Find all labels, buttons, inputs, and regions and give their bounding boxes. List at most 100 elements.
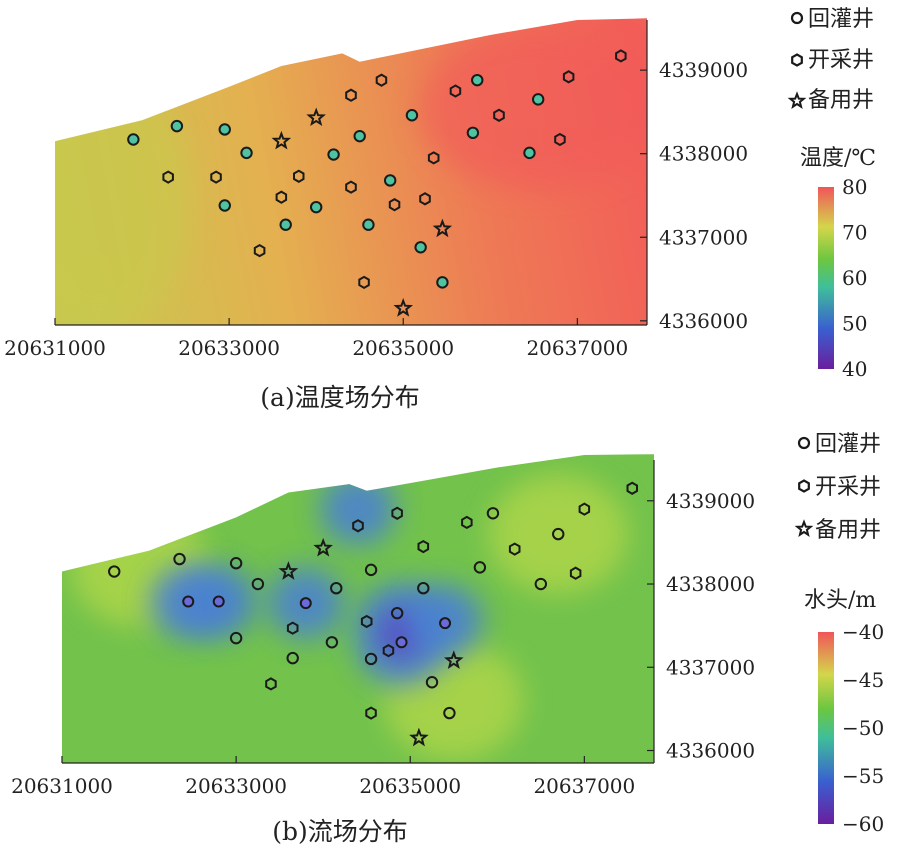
reinjection-well	[127, 133, 140, 146]
reinjection-well	[425, 676, 439, 689]
production-well	[293, 169, 305, 183]
reinjection-well	[229, 557, 243, 570]
y-tick-label: 4337000	[666, 655, 755, 679]
head-low-3	[320, 473, 396, 546]
standby-well	[393, 297, 414, 317]
reinjection-well	[182, 595, 195, 608]
y-tick-label: 4339000	[659, 58, 748, 82]
reinjection-marker-icon	[790, 11, 804, 25]
reinjection-well	[286, 651, 299, 665]
reinjection-well	[552, 527, 565, 541]
standby-marker-icon	[794, 519, 814, 537]
standby-well	[432, 218, 453, 238]
production-well	[382, 643, 395, 658]
reinjection-well	[417, 581, 430, 595]
y-tick-label: 4336000	[666, 739, 755, 763]
reinjection-well	[240, 146, 253, 160]
production-well	[461, 515, 473, 530]
colorbar-a: 温度/℃ 40 50 60 70 80	[800, 146, 876, 381]
production-well	[417, 539, 430, 554]
production-well	[358, 275, 370, 290]
reinjection-well	[405, 109, 419, 122]
colorbar-tick-label: 50	[842, 312, 867, 336]
production-well	[427, 151, 440, 165]
standby-well	[443, 650, 464, 669]
production-well	[493, 108, 505, 122]
colorbar-tick-label: 60	[842, 266, 867, 290]
production-marker-icon	[791, 53, 803, 67]
production-well	[345, 88, 357, 102]
y-tick-label: 4337000	[659, 225, 748, 249]
reinjection-well	[486, 507, 500, 520]
standby-well	[271, 130, 292, 150]
colorbar-tick-label: 80	[842, 175, 867, 199]
x-tick-label: 20637000	[526, 336, 628, 360]
x-tick-label: 20633000	[185, 774, 287, 798]
panel-flow: 20631000 20633000 20635000 20637000 4336000 4…	[11, 432, 884, 846]
reinjection-well	[325, 636, 339, 649]
reinjection-well	[534, 577, 548, 591]
production-well	[449, 84, 462, 98]
x-tick-label: 20631000	[11, 774, 113, 798]
production-well	[253, 243, 266, 258]
production-well	[554, 132, 566, 147]
production-well	[578, 502, 591, 516]
production-well	[508, 542, 521, 556]
colorbar-tick-label: 70	[842, 221, 867, 245]
production-well	[569, 566, 582, 580]
reinjection-well	[353, 129, 366, 143]
y-tick-label: 4338000	[666, 572, 755, 596]
colorbar-tick-label: −60	[842, 812, 884, 836]
production-well	[626, 481, 638, 495]
standby-well	[313, 537, 333, 557]
reinjection-well	[473, 561, 487, 574]
colorbar-tick-label: −50	[842, 716, 884, 740]
reinjection-well	[531, 93, 545, 106]
head-field	[62, 454, 654, 763]
legend-b-reinjection: 回灌井	[815, 432, 881, 457]
legend-a-reinjection: 回灌井	[808, 7, 874, 32]
production-well	[391, 506, 403, 520]
reinjection-well	[523, 146, 536, 160]
legend-b-production: 开采井	[815, 475, 881, 500]
production-well	[265, 677, 277, 691]
reinjection-well	[364, 652, 378, 666]
x-tick-label: 20635000	[352, 336, 454, 360]
production-well	[388, 198, 401, 212]
production-well	[345, 180, 357, 194]
reinjection-well	[299, 597, 312, 610]
colorbar-tick-label: −55	[842, 764, 884, 788]
production-well	[162, 170, 174, 184]
reinjection-marker-icon	[797, 436, 811, 450]
reinjection-well	[390, 606, 404, 620]
reinjection-well	[414, 241, 427, 254]
standby-well	[409, 727, 429, 747]
colorbar-tick-label: −40	[842, 620, 884, 644]
reinjection-well	[471, 73, 484, 87]
standby-well	[306, 107, 326, 127]
reinjection-well	[170, 119, 184, 133]
caption-a: (a)温度场分布	[260, 383, 419, 412]
standby-well	[278, 561, 299, 580]
reinjection-well	[327, 148, 340, 161]
reinjection-well	[108, 565, 121, 578]
reinjection-well	[212, 595, 225, 608]
x-tick-label: 20633000	[178, 336, 280, 360]
reinjection-well	[383, 174, 397, 187]
caption-b: (b)流场分布	[272, 817, 408, 846]
colorbar-b-ticks: −60 −55 −50 −45 −40	[842, 620, 884, 836]
legend-a-production: 开采井	[808, 48, 874, 73]
reinjection-well	[466, 126, 480, 140]
reinjection-well	[436, 276, 449, 289]
reinjection-well	[364, 563, 378, 577]
colorbar-a-title: 温度/℃	[800, 146, 876, 171]
production-well	[286, 621, 299, 635]
production-well	[562, 70, 575, 84]
y-tick-label: 4336000	[659, 309, 748, 333]
production-well	[275, 190, 288, 204]
reinjection-well	[279, 218, 292, 231]
production-well	[365, 706, 377, 720]
colorbar-a-gradient	[818, 187, 834, 369]
reinjection-well	[251, 577, 265, 591]
legend-a-standby: 备用井	[808, 88, 874, 113]
